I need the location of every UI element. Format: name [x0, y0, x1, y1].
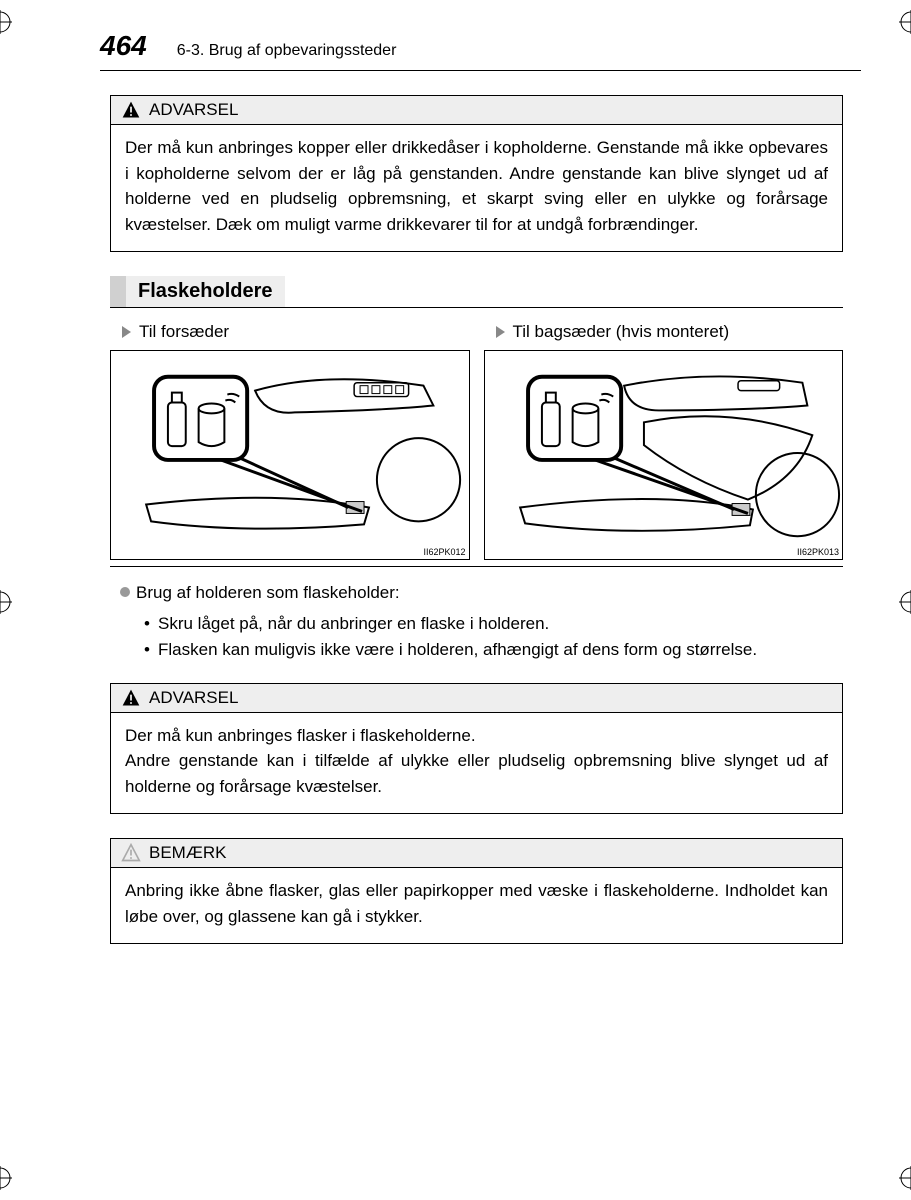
figure-caption-text: Til forsæder: [139, 322, 229, 342]
warning-icon: [121, 100, 141, 120]
warning-title: ADVARSEL: [149, 100, 238, 120]
reg-mark-icon: [899, 590, 911, 614]
figure-front-seats: II62PK012: [110, 350, 470, 560]
warning-box: ADVARSEL Der må kun anbringes kopper ell…: [110, 95, 843, 252]
reg-mark-icon: [899, 10, 911, 34]
reg-mark-icon: [0, 590, 12, 614]
usage-lead: Brug af holderen som flaskeholder:: [120, 581, 843, 606]
section-heading-text: Flaskeholdere: [126, 276, 285, 307]
triangle-bullet-icon: [496, 326, 505, 338]
figure-id: II62PK013: [797, 547, 839, 557]
warning-icon: [121, 688, 141, 708]
reg-mark-icon: [0, 1166, 12, 1190]
figure-caption-text: Til bagsæder (hvis monteret): [513, 322, 730, 342]
warning-body: Der må kun anbringes kopper eller drikke…: [111, 125, 842, 251]
figure-caption-left: Til forsæder: [110, 322, 470, 342]
figure-id: II62PK012: [423, 547, 465, 557]
notice-title: BEMÆRK: [149, 843, 226, 863]
reg-mark-icon: [0, 10, 12, 34]
notice-box: BEMÆRK Anbring ikke åbne flasker, glas e…: [110, 838, 843, 944]
warning-body-line: Der må kun anbringes flasker i flaskehol…: [125, 723, 828, 749]
usage-item: Skru låget på, når du anbringer en flask…: [144, 612, 843, 637]
page-section-title: 6-3. Brug af opbevaringssteder: [177, 42, 397, 60]
warning-body: Der må kun anbringes flasker i flaskehol…: [111, 713, 842, 814]
divider: [110, 566, 843, 567]
triangle-bullet-icon: [122, 326, 131, 338]
reg-mark-icon: [899, 1166, 911, 1190]
warning-box: ADVARSEL Der må kun anbringes flasker i …: [110, 683, 843, 815]
usage-lead-text: Brug af holderen som flaskeholder:: [136, 581, 400, 606]
page-header: 464 6-3. Brug af opbevaringssteder: [100, 30, 861, 71]
figure-caption-right: Til bagsæder (hvis monteret): [484, 322, 844, 342]
warning-title: ADVARSEL: [149, 688, 238, 708]
page-number: 464: [100, 30, 147, 62]
usage-item: Flasken kan muligvis ikke være i holdere…: [144, 638, 843, 663]
warning-body-line: Andre genstande kan i tilfælde af ulykke…: [125, 748, 828, 799]
notice-icon: [121, 843, 141, 863]
notice-body: Anbring ikke åbne flasker, glas eller pa…: [111, 868, 842, 943]
round-bullet-icon: [120, 587, 130, 597]
figure-rear-seats: II62PK013: [484, 350, 844, 560]
section-heading: Flaskeholdere: [110, 276, 843, 308]
